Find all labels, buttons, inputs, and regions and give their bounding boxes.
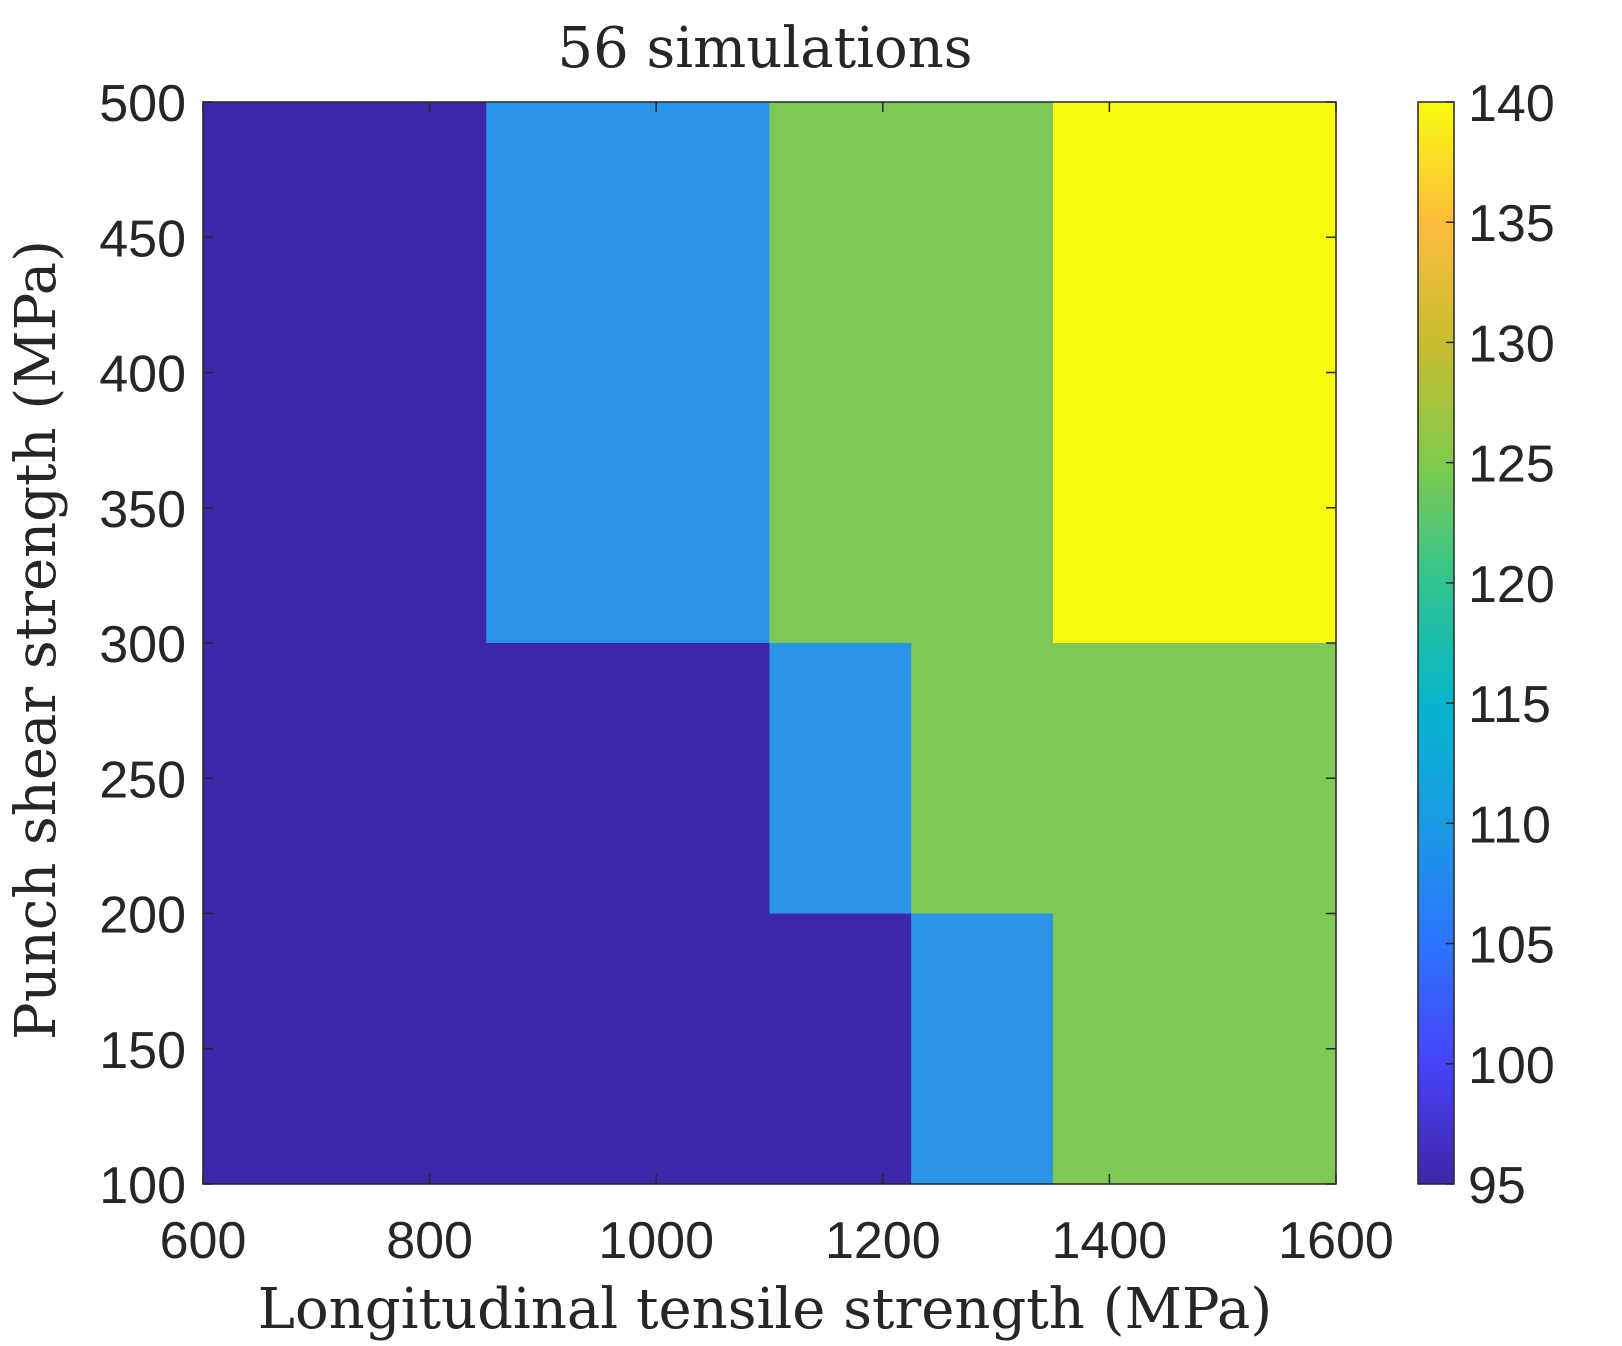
colorbar-tick-label: 125 bbox=[1468, 436, 1555, 494]
colorbar-tick-label: 120 bbox=[1468, 556, 1555, 614]
x-tick-label: 1000 bbox=[598, 1212, 714, 1270]
colorbar-tick-label: 140 bbox=[1468, 75, 1555, 133]
colorbar-tick-label: 135 bbox=[1468, 195, 1555, 253]
heatmap-region-5 bbox=[911, 643, 1336, 914]
x-tick-label: 800 bbox=[386, 1212, 473, 1270]
colorbar-tick-label: 105 bbox=[1468, 917, 1555, 975]
colorbar: 95 100 105 110 115 120 125 130 135 140 bbox=[1417, 75, 1555, 1215]
colorbar-tick-label: 95 bbox=[1468, 1157, 1526, 1215]
y-axis-label: Punch shear strength (MPa) bbox=[4, 240, 69, 1040]
colorbar-tick-label: 115 bbox=[1468, 676, 1551, 734]
x-tick-label: 600 bbox=[160, 1212, 247, 1270]
heatmap-region-6 bbox=[911, 913, 1053, 1184]
heatmap-region-3 bbox=[1052, 102, 1336, 643]
y-tick-label: 450 bbox=[99, 210, 186, 268]
y-tick-label: 200 bbox=[99, 887, 186, 945]
heatmap-region-4 bbox=[769, 643, 912, 914]
y-tick-label: 500 bbox=[99, 75, 186, 133]
colorbar-gradient bbox=[1417, 101, 1455, 1185]
y-tick-label: 150 bbox=[99, 1022, 186, 1080]
y-axis: 100 150 200 250 300 350 400 450 500 bbox=[99, 75, 1336, 1215]
y-tick-label: 100 bbox=[99, 1157, 186, 1215]
colorbar-ticks: 95 100 105 110 115 120 125 130 135 140 bbox=[1446, 75, 1555, 1215]
heatmap-region-1 bbox=[486, 102, 770, 643]
x-tick-label: 1200 bbox=[825, 1212, 941, 1270]
heatmap-region-7 bbox=[1052, 913, 1336, 1184]
plot-area bbox=[203, 102, 1336, 1184]
chart-title: 56 simulations bbox=[557, 16, 972, 81]
colorbar-tick-label: 110 bbox=[1468, 796, 1551, 854]
y-tick-label: 350 bbox=[99, 481, 186, 539]
colorbar-tick-label: 130 bbox=[1468, 315, 1555, 373]
y-tick-label: 250 bbox=[99, 751, 186, 809]
y-tick-label: 400 bbox=[99, 346, 186, 404]
heatmap-region-2 bbox=[769, 102, 1053, 643]
x-axis-label: Longitudinal tensile strength (MPa) bbox=[258, 1277, 1272, 1342]
x-tick-label: 1600 bbox=[1278, 1212, 1394, 1270]
x-axis: 600 800 1000 1200 1400 1600 bbox=[160, 102, 1394, 1270]
colorbar-tick-label: 100 bbox=[1468, 1037, 1555, 1095]
x-tick-label: 1400 bbox=[1052, 1212, 1168, 1270]
y-tick-label: 300 bbox=[99, 616, 186, 674]
